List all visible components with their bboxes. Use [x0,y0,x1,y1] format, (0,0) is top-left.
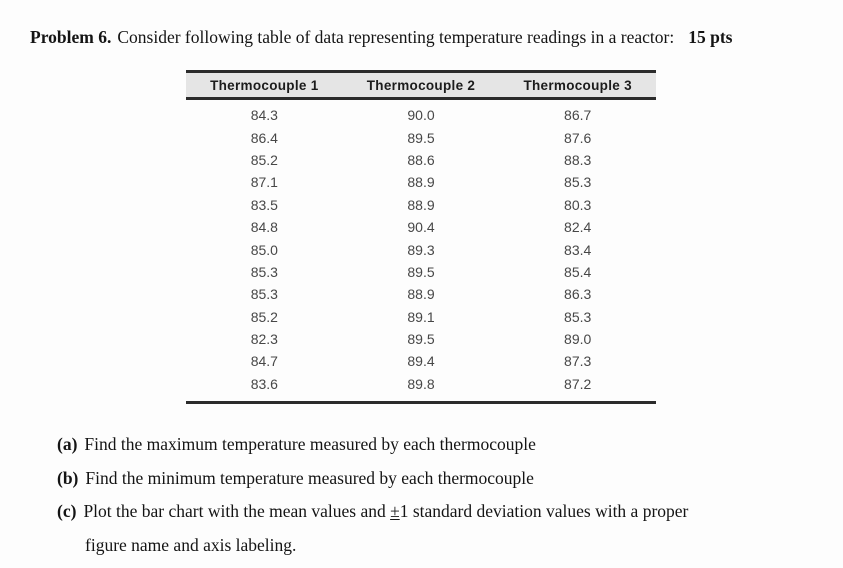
question-c-text-before: Plot the bar chart with the mean values … [83,501,391,521]
table-cell: 88.9 [407,174,435,191]
question-b-label: (b) [57,467,79,488]
table-cell: 86.3 [564,286,592,303]
table-cell: 84.8 [250,219,278,236]
table-cell: 87.3 [564,353,592,370]
plus-minus-symbol: ± [390,501,400,521]
question-b: (b) Find the minimum temperature measured… [57,468,797,489]
column-header-thermocouple-3: Thermocouple 3 [523,77,632,93]
table-cell: 86.4 [250,129,278,146]
table-row: 85.3 89.5 85.4 [186,261,656,283]
table-cell: 89.8 [407,375,435,392]
table-cell: 83.6 [250,375,278,392]
points-label: 15 pts [688,27,733,47]
table-row: 83.6 89.8 87.2 [186,373,656,395]
table-cell: 84.3 [250,107,278,124]
problem-statement-text: Consider following table of data represe… [117,27,675,47]
table-row: 84.3 90.0 86.7 [186,104,656,126]
table-cell: 82.4 [564,219,592,236]
column-header-thermocouple-1: Thermocouple 1 [210,77,319,93]
table-cell: 89.3 [407,241,435,258]
table-cell: 84.7 [250,353,278,370]
table-cell: 90.4 [407,219,435,236]
table-cell: 89.5 [407,263,435,280]
table-row: 82.3 89.5 89.0 [186,328,656,350]
table-cell: 85.3 [250,286,278,303]
table-header-row: Thermocouple 1 Thermocouple 2 Thermocoup… [186,70,656,100]
table-row: 85.0 89.3 83.4 [186,238,656,260]
table-cell: 88.9 [407,286,435,303]
table-cell: 85.0 [250,241,278,258]
table-cell: 87.1 [250,174,278,191]
question-c-text-after: 1 standard deviation values with a prope… [399,501,689,521]
table-row: 85.2 88.6 88.3 [186,149,656,171]
column-header-thermocouple-2: Thermocouple 2 [366,77,476,93]
table-cell: 83.5 [250,196,278,213]
question-a: (a) Find the maximum temperature measured… [57,434,797,455]
table-cell: 89.5 [407,129,435,146]
table-cell: 80.3 [564,196,592,213]
problem-number-label: Problem 6. [30,27,112,47]
questions-section: (a) Find the maximum temperature measured… [57,434,797,568]
table-cell: 89.1 [407,308,435,325]
table-cell: 85.4 [564,263,592,280]
table-row: 84.7 89.4 87.3 [186,350,656,372]
table-cell: 85.3 [250,263,278,280]
table-cell: 85.2 [250,151,278,168]
table-row: 84.8 90.4 82.4 [186,216,656,238]
table-cell: 88.9 [407,196,435,213]
thermocouple-data-table: Thermocouple 1 Thermocouple 2 Thermocoup… [186,70,656,405]
table-cell: 90.0 [407,107,435,124]
table-cell: 89.5 [407,331,435,348]
table-cell: 87.2 [564,375,592,392]
table-cell: 88.3 [564,151,592,168]
table-cell: 87.6 [564,129,592,146]
table-row: 86.4 89.5 87.6 [186,126,656,148]
problem-title: Problem 6. Consider following table of da… [30,27,820,48]
table-row: 83.5 88.9 80.3 [186,194,656,216]
table-row: 87.1 88.9 85.3 [186,171,656,193]
table-cell: 82.3 [250,331,278,348]
table-cell: 85.3 [564,174,592,191]
question-b-text: Find the minimum temperature measured by… [85,467,534,488]
table-body: 84.3 90.0 86.7 86.4 89.5 87.6 85.2 88.6 88.3 87.1… [186,100,656,405]
question-c-label: (c) [57,501,77,521]
table-cell: 85.2 [250,308,278,325]
table-cell: 86.7 [564,107,592,124]
question-a-label: (a) [57,434,78,454]
table-cell: 83.4 [564,241,592,258]
table-cell: 89.0 [564,331,592,348]
question-c-line2: figure name and axis labeling. [85,534,297,555]
question-c: (c) Plot the bar chart with the mean valu… [57,501,797,556]
table-cell: 88.6 [407,151,435,168]
table-cell: 89.4 [407,353,435,370]
table-row: 85.3 88.9 86.3 [186,283,656,305]
table-row: 85.2 89.1 85.3 [186,306,656,328]
table-cell: 85.3 [564,308,592,325]
question-a-text: Find the maximum temperature measured by… [84,434,536,454]
